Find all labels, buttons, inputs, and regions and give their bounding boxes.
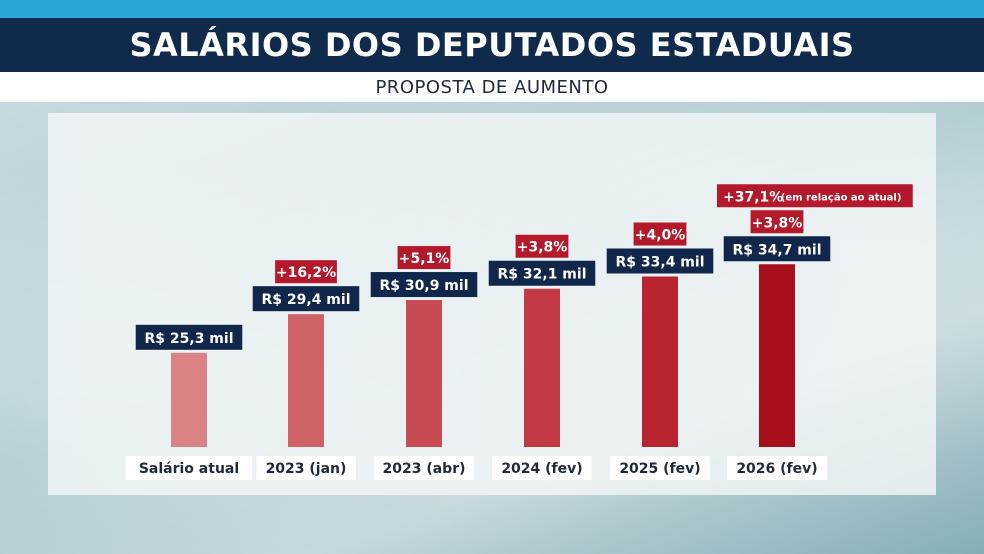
category-label-1: 2023 (jan) <box>266 461 347 477</box>
value-label-box-5 <box>723 236 831 262</box>
increase-label-box-1 <box>275 260 337 284</box>
category-label-box-4 <box>610 456 710 480</box>
bar-chart: Salário atual R$ 25,3 mil 2023 (jan) R$ 29,… <box>125 184 913 480</box>
value-label-box-2 <box>370 272 478 298</box>
increase-label-box-4 <box>633 222 687 246</box>
value-label-box-1 <box>252 286 360 312</box>
category-label-box-3 <box>492 456 592 480</box>
value-label-box-3 <box>488 260 596 286</box>
category-label-box-5 <box>727 456 827 480</box>
page-title: SALÁRIOS DOS DEPUTADOS ESTADUAIS <box>129 26 855 64</box>
total-increase-note: (em relação ao atual) <box>781 192 902 203</box>
total-increase-label: +37,1% <box>723 189 783 205</box>
value-label-1: R$ 29,4 mil <box>262 292 351 308</box>
increase-label-box-5 <box>750 210 804 234</box>
increase-label-box-3 <box>515 234 569 258</box>
bar-4 <box>642 276 678 447</box>
page-subtitle: PROPOSTA DE AUMENTO <box>375 76 609 98</box>
subtitle-bar: PROPOSTA DE AUMENTO <box>0 72 984 102</box>
increase-label-1: +16,2% <box>276 265 336 281</box>
category-label-5: 2026 (fev) <box>736 461 817 477</box>
value-label-box-0 <box>135 324 243 350</box>
title-bar: SALÁRIOS DOS DEPUTADOS ESTADUAIS <box>0 18 984 72</box>
category-label-box-0 <box>125 456 253 480</box>
category-label-0: Salário atual <box>139 461 239 477</box>
increase-label-5: +3,8% <box>752 215 803 231</box>
value-label-5: R$ 34,7 mil <box>733 242 822 258</box>
bar-3 <box>524 288 560 447</box>
total-increase-box <box>717 184 913 208</box>
category-label-4: 2025 (fev) <box>619 461 700 477</box>
increase-label-2: +5,1% <box>399 251 450 267</box>
value-label-box-4 <box>606 248 714 274</box>
increase-label-4: +4,0% <box>635 227 686 243</box>
bar-2 <box>406 300 442 447</box>
value-label-0: R$ 25,3 mil <box>145 331 234 347</box>
bar-5 <box>759 264 795 447</box>
bar-1 <box>288 314 324 447</box>
increase-label-3: +3,8% <box>517 240 568 256</box>
value-label-4: R$ 33,4 mil <box>616 254 705 270</box>
category-label-2: 2023 (abr) <box>382 461 465 477</box>
top-accent-stripe <box>0 0 984 18</box>
bar-0 <box>171 352 207 447</box>
category-label-3: 2024 (fev) <box>501 461 582 477</box>
category-label-box-2 <box>374 456 474 480</box>
value-label-3: R$ 32,1 mil <box>498 267 587 283</box>
chart-panel: Salário atual R$ 25,3 mil 2023 (jan) R$ 29,… <box>48 113 936 495</box>
value-label-2: R$ 30,9 mil <box>380 278 469 294</box>
increase-label-box-2 <box>397 246 451 270</box>
category-label-box-1 <box>256 456 356 480</box>
